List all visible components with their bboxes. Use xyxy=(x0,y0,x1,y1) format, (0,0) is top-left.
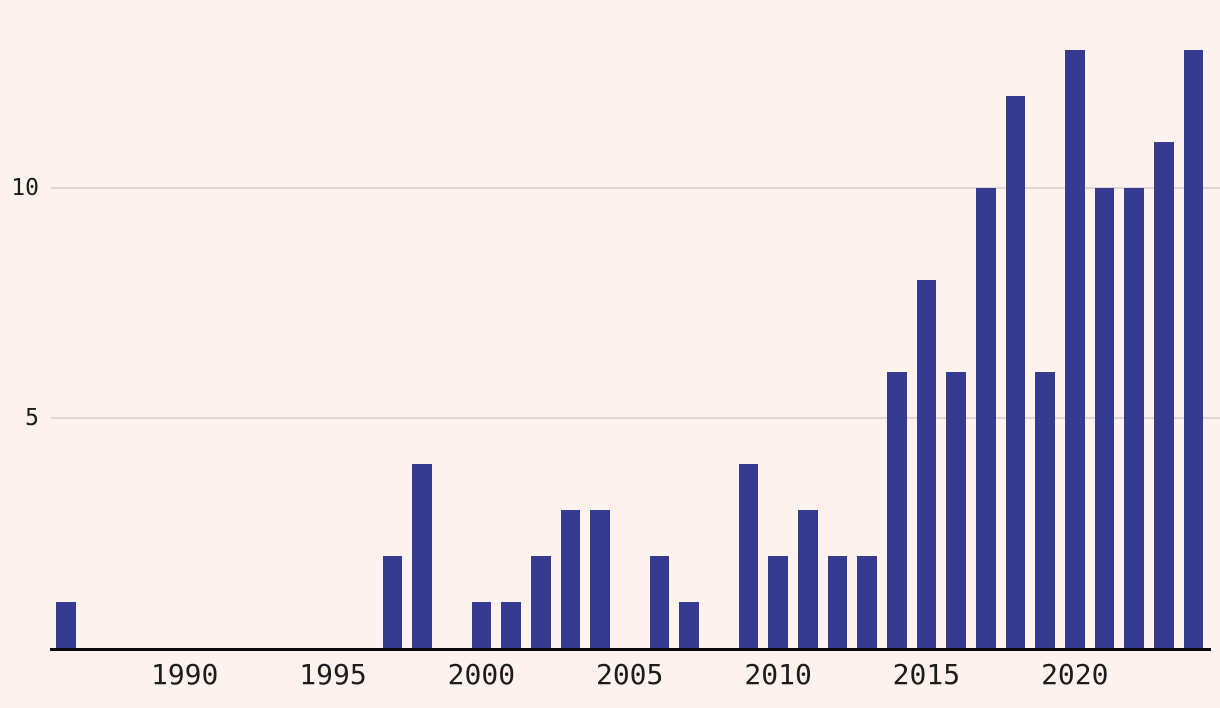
bar-2003 xyxy=(560,510,581,648)
bar-2022 xyxy=(1124,188,1144,648)
bar-2015 xyxy=(916,280,937,648)
bar-2012 xyxy=(827,556,848,648)
bar-2023 xyxy=(1154,142,1174,648)
bar-1998 xyxy=(412,464,432,648)
bar-2006 xyxy=(649,556,670,648)
bar-2001 xyxy=(501,602,521,648)
x-tick-label-1990: 1990 xyxy=(150,658,219,691)
bar-2017 xyxy=(976,188,996,648)
bar-1986 xyxy=(56,602,76,648)
x-tick-label-2020: 2020 xyxy=(1041,658,1109,691)
bar-2019 xyxy=(1035,372,1055,648)
bar-2009 xyxy=(738,464,759,648)
x-tick-label-2015: 2015 xyxy=(892,658,961,691)
bar-2013 xyxy=(857,556,877,648)
x-axis-line xyxy=(50,648,1211,651)
bar-2002 xyxy=(531,556,551,648)
bar-2004 xyxy=(590,510,610,648)
x-tick-label-1995: 1995 xyxy=(299,658,367,691)
bar-2000 xyxy=(471,602,492,648)
bar-1997 xyxy=(382,556,403,648)
bar-2011 xyxy=(798,510,818,648)
bar-2020 xyxy=(1065,50,1085,648)
y-tick-label-5: 5 xyxy=(25,405,39,431)
bar-2021 xyxy=(1094,188,1115,648)
gridline-5 xyxy=(51,417,1220,419)
bar-2014 xyxy=(887,372,907,648)
bar-2016 xyxy=(946,372,966,648)
bar-2018 xyxy=(1005,96,1026,648)
bar-2007 xyxy=(679,602,699,648)
y-tick-label-10: 10 xyxy=(11,175,39,201)
x-tick-label-2010: 2010 xyxy=(744,658,812,691)
bar-2024 xyxy=(1183,50,1204,648)
x-tick-label-2000: 2000 xyxy=(447,658,516,691)
x-tick-label-2005: 2005 xyxy=(595,658,664,691)
bar-2010 xyxy=(768,556,788,648)
gridline-10 xyxy=(51,187,1220,189)
